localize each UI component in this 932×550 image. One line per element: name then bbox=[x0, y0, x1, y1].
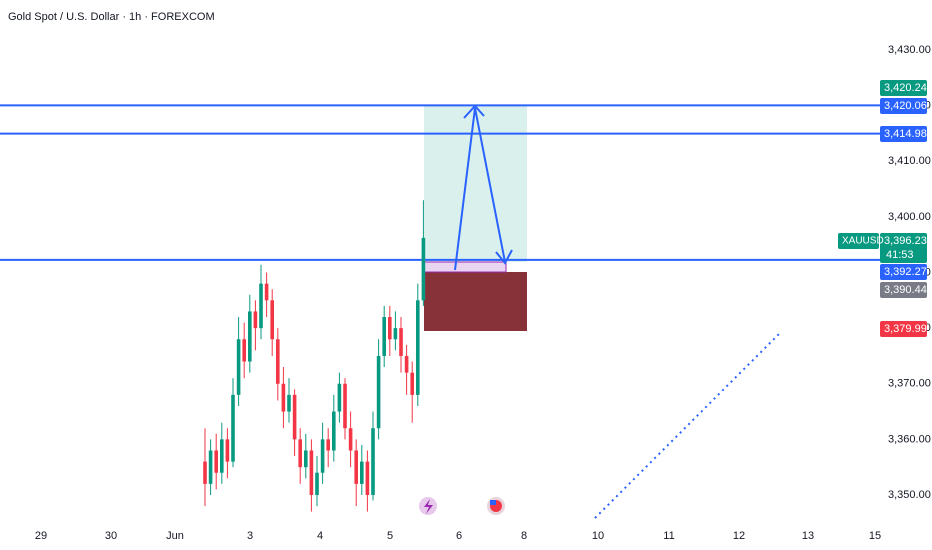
candle-body bbox=[416, 300, 420, 395]
x-tick-label: 30 bbox=[105, 530, 117, 542]
candle-body bbox=[348, 428, 353, 451]
candle-body bbox=[376, 355, 381, 429]
entry-box bbox=[423, 261, 507, 273]
x-tick-label: 29 bbox=[35, 530, 47, 542]
price-tag bbox=[880, 98, 927, 114]
event-icon bbox=[424, 499, 433, 514]
candle-body bbox=[399, 328, 403, 356]
candle-body bbox=[242, 339, 246, 362]
candle-body bbox=[259, 283, 263, 329]
candle-body bbox=[326, 439, 330, 451]
candle-body bbox=[360, 461, 364, 484]
x-tick-label: 5 bbox=[387, 530, 393, 542]
candle-body bbox=[365, 461, 370, 495]
candle-body bbox=[393, 328, 398, 340]
x-tick-label: 10 bbox=[592, 530, 604, 542]
candle-body bbox=[315, 472, 319, 495]
candle-body bbox=[253, 311, 258, 329]
x-tick-label: 3 bbox=[247, 530, 253, 542]
candle-body bbox=[421, 237, 426, 301]
candle-body bbox=[248, 311, 252, 362]
projection-arrow bbox=[454, 107, 506, 271]
x-tick-label: 11 bbox=[663, 530, 674, 542]
profit-zone bbox=[424, 106, 527, 262]
candle-body bbox=[388, 317, 392, 340]
x-tick-label: Jun bbox=[166, 530, 184, 542]
candle-body bbox=[292, 394, 297, 440]
candle-body bbox=[298, 439, 302, 468]
price-tag bbox=[880, 321, 927, 337]
candle-body bbox=[276, 339, 280, 384]
candle-body bbox=[281, 383, 286, 412]
candle-body bbox=[208, 450, 213, 484]
price-tag-label: 3,379.99 bbox=[884, 323, 927, 335]
candle-body bbox=[337, 383, 342, 412]
price-tag-label: 3,392.27 bbox=[884, 266, 927, 278]
candle-body bbox=[236, 339, 241, 395]
y-tick-label: 3,350.00 bbox=[888, 489, 931, 501]
trend-line bbox=[594, 332, 781, 519]
y-tick-label: 3,410.00 bbox=[888, 155, 931, 167]
candle-body bbox=[220, 439, 224, 473]
loss-zone bbox=[424, 272, 527, 331]
price-tag bbox=[880, 282, 927, 298]
x-tick-label: 15 bbox=[869, 530, 881, 542]
candle-body bbox=[354, 450, 358, 484]
candle-body bbox=[214, 450, 218, 473]
flag-icon bbox=[490, 500, 496, 505]
symbol-tag bbox=[838, 233, 879, 249]
price-tag-label: 3,390.44 bbox=[884, 284, 927, 296]
candle-body bbox=[410, 372, 414, 395]
x-tick-label: 12 bbox=[733, 530, 745, 542]
price-tag bbox=[880, 126, 927, 142]
y-tick-label: 3,360.00 bbox=[888, 433, 931, 445]
countdown: 41:53 bbox=[886, 249, 914, 261]
candle-body bbox=[371, 428, 375, 495]
price-tag bbox=[880, 233, 927, 263]
y-tick-label: 3,370.00 bbox=[888, 378, 931, 390]
y-tick-label: 3,430.00 bbox=[888, 44, 931, 56]
x-tick-label: 6 bbox=[456, 530, 462, 542]
candle-body bbox=[203, 461, 207, 484]
candle-body bbox=[264, 283, 269, 301]
candle-body bbox=[304, 450, 308, 468]
price-tag-label: 3,396.23 bbox=[884, 235, 927, 247]
candle-body bbox=[332, 411, 336, 451]
y-tick-label: 3,400.00 bbox=[888, 211, 931, 223]
price-tag-label: 3,420.24 bbox=[884, 82, 927, 94]
price-tag bbox=[880, 264, 927, 280]
price-tag-label: 3,420.06 bbox=[884, 100, 927, 112]
symbol-label: XAUUSD bbox=[842, 236, 884, 247]
x-tick-label: 4 bbox=[317, 530, 323, 542]
price-tag-label: 3,414.98 bbox=[884, 128, 927, 140]
candle-body bbox=[270, 300, 274, 340]
candle-body bbox=[309, 450, 314, 495]
candle-body bbox=[231, 394, 235, 462]
candle-body bbox=[225, 439, 230, 462]
price-tag bbox=[880, 80, 927, 96]
candle-body bbox=[287, 394, 291, 412]
candle-body bbox=[343, 383, 347, 429]
x-tick-label: 8 bbox=[521, 530, 527, 542]
candle-body bbox=[320, 439, 325, 473]
arrow-head bbox=[495, 249, 513, 265]
candle-body bbox=[404, 355, 409, 373]
chart-title: Gold Spot / U.S. Dollar · 1h · FOREXCOM bbox=[8, 11, 215, 23]
candle-body bbox=[382, 317, 386, 356]
x-tick-label: 13 bbox=[802, 530, 814, 542]
